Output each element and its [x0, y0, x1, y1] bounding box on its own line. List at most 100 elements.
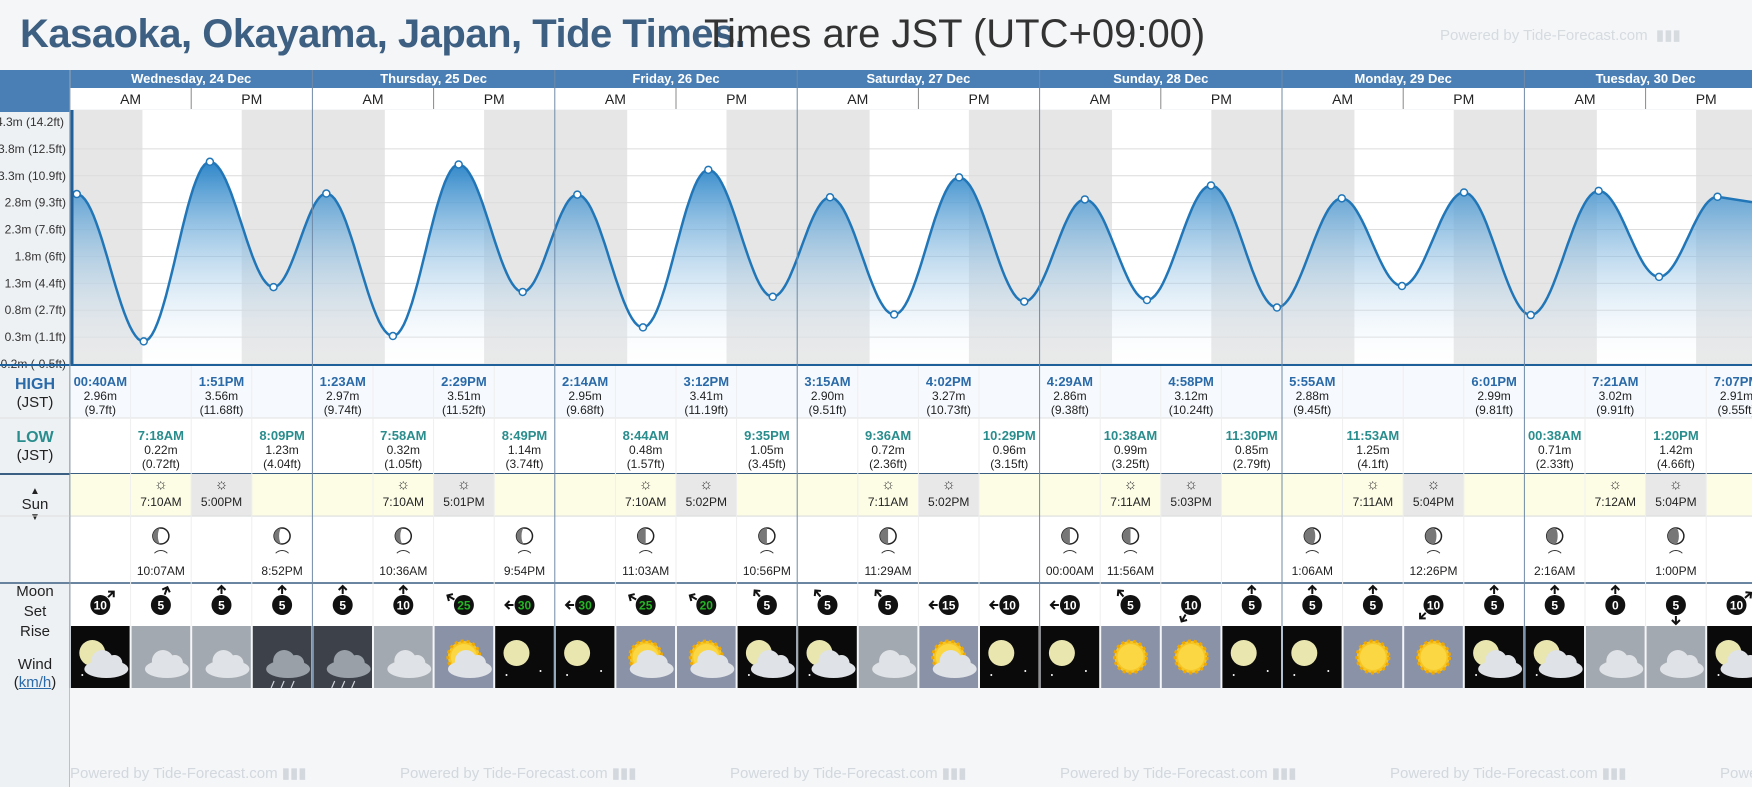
pm-label: PM	[1696, 91, 1717, 107]
high-tide-point	[1594, 186, 1603, 196]
wind-cell: 5	[753, 589, 777, 615]
wind-direction-arrow	[988, 600, 999, 610]
wind-speed: 5	[279, 599, 286, 613]
moon-shadow	[152, 528, 161, 544]
wind-cell: 25	[628, 593, 656, 615]
high-row-label: HIGH (JST)	[0, 376, 70, 412]
wind-arrow-icon	[874, 589, 882, 598]
pm-label: PM	[484, 91, 505, 107]
day-header: Thursday, 25 Dec	[380, 71, 487, 86]
tide-time: 9:36AM	[865, 428, 911, 443]
moon-glyph	[503, 640, 530, 666]
wind-direction-arrow	[107, 590, 115, 598]
powered-by-text[interactable]: Powered by Tide-Forecast.com	[1440, 27, 1648, 44]
star	[539, 670, 542, 672]
weather-cloudy-icon	[374, 626, 433, 688]
wind-speed: 10	[94, 599, 108, 613]
wind-cell: 5	[272, 584, 293, 615]
am-label: AM	[1090, 91, 1111, 107]
moon-time: 11:29AM	[865, 564, 912, 578]
weather-clear-night-icon	[1222, 626, 1281, 688]
wind-cell: 5	[1484, 584, 1505, 615]
tide-height-m: 2.99m	[1477, 389, 1510, 403]
wind-circle	[1241, 595, 1262, 615]
tide-time: 4:58PM	[1168, 374, 1214, 389]
low-row-bg	[70, 418, 1752, 474]
tide-time: 9:35PM	[744, 428, 790, 443]
moon-shadow	[1667, 528, 1679, 544]
powered-by-text[interactable]: Powered by Tide-Forecast.com ▮▮▮	[1060, 765, 1297, 782]
powered-by-text[interactable]: Powered by Tide-Forecast.com ▮▮▮	[70, 765, 307, 782]
low-row-label: LOW (JST)	[0, 429, 70, 465]
moon-cell: ⌒2:16AM	[1534, 527, 1575, 578]
sunset-time: 5:02PM	[928, 495, 969, 509]
tide-height-m: 0.99m	[1114, 443, 1147, 457]
sunset-time: 5:04PM	[1413, 495, 1454, 509]
tide-height-m: 3.41m	[690, 389, 723, 403]
star	[747, 674, 750, 676]
sunrise-time: 7:10AM	[625, 495, 666, 509]
moon-shadow	[1546, 528, 1558, 544]
tide-height-ft: (10.24ft)	[1169, 403, 1214, 417]
weather-clear-night-icon	[495, 626, 554, 688]
am-label: AM	[363, 91, 384, 107]
moon-shadow	[516, 528, 525, 544]
weather-partly-sunny-icon	[434, 626, 494, 688]
powered-by-text[interactable]: Powered by Tide-Forecast.com ▮▮▮	[1390, 765, 1627, 782]
wind-unit-wrap: (km/h)	[13, 674, 57, 691]
sunrise-time: 7:10AM	[140, 495, 181, 509]
star	[1475, 674, 1478, 676]
wind-direction-arrow	[337, 584, 348, 594]
high-tide-point	[205, 157, 215, 167]
wind-direction-arrow	[1246, 584, 1257, 594]
moon-time: 1:06AM	[1292, 564, 1333, 578]
tide-height-m: 3.12m	[1174, 389, 1207, 403]
sun-label: Sun	[21, 496, 49, 513]
powered-by-text[interactable]: Powered by Tide-Forecast.com ▮▮▮	[730, 765, 967, 782]
moon-time: 11:03AM	[622, 564, 669, 578]
tide-time: 7:21AM	[1592, 374, 1638, 389]
day-header-band	[70, 70, 1752, 88]
tide-height-m: 2.95m	[568, 389, 601, 403]
high-label: HIGH	[15, 376, 55, 393]
social-icons[interactable]: ▮▮▮	[1651, 27, 1681, 44]
pm-label: PM	[1453, 91, 1474, 107]
tide-height-m: 0.48m	[629, 443, 662, 457]
tide-height-ft: (9.38ft)	[1051, 403, 1089, 417]
tide-time: 7:58AM	[380, 428, 426, 443]
wind-circle	[1484, 595, 1505, 615]
sun-arrow-up-icon: ▲	[30, 486, 40, 497]
weather-cloudy-icon	[1646, 626, 1706, 688]
star	[1717, 674, 1720, 676]
wind-circle	[90, 595, 111, 615]
wind-arrow-icon	[1307, 584, 1318, 594]
day-header: Friday, 26 Dec	[632, 71, 719, 86]
powered-by-top[interactable]: Powered by Tide-Forecast.com ▮▮▮	[1440, 26, 1681, 44]
wind-circle	[878, 595, 899, 615]
tide-height-ft: (4.1ft)	[1357, 457, 1388, 471]
day-header: Wednesday, 24 Dec	[131, 71, 251, 86]
tide-height-ft: (2.33ft)	[1536, 457, 1574, 471]
wind-unit-link[interactable]: km/h	[18, 674, 52, 691]
powered-by-bottom[interactable]: Powered by Tide-Forecast.com ▮▮▮ Powered …	[70, 764, 1752, 787]
tide-height-m: 1.23m	[265, 443, 298, 457]
y-tick-label: 2.3m (7.6ft)	[5, 223, 66, 237]
powered-by-text[interactable]: Powered by Tide-Forecast.com ▮▮▮	[400, 765, 637, 782]
wind-arrow-icon	[1116, 589, 1125, 598]
tide-time: 4:29AM	[1047, 374, 1093, 389]
powered-by-text[interactable]: Powered by Tide-Forecast.com ▮▮▮	[1720, 765, 1752, 782]
moonrise-icon: ⌒	[760, 549, 774, 565]
moon-cell: ⌒10:36AM	[379, 527, 427, 578]
wind-direction-arrow	[628, 593, 637, 602]
moon-cell: ⌒10:56PM	[743, 527, 791, 578]
cloud-puff	[348, 655, 365, 671]
tide-time: 3:12PM	[684, 374, 730, 389]
